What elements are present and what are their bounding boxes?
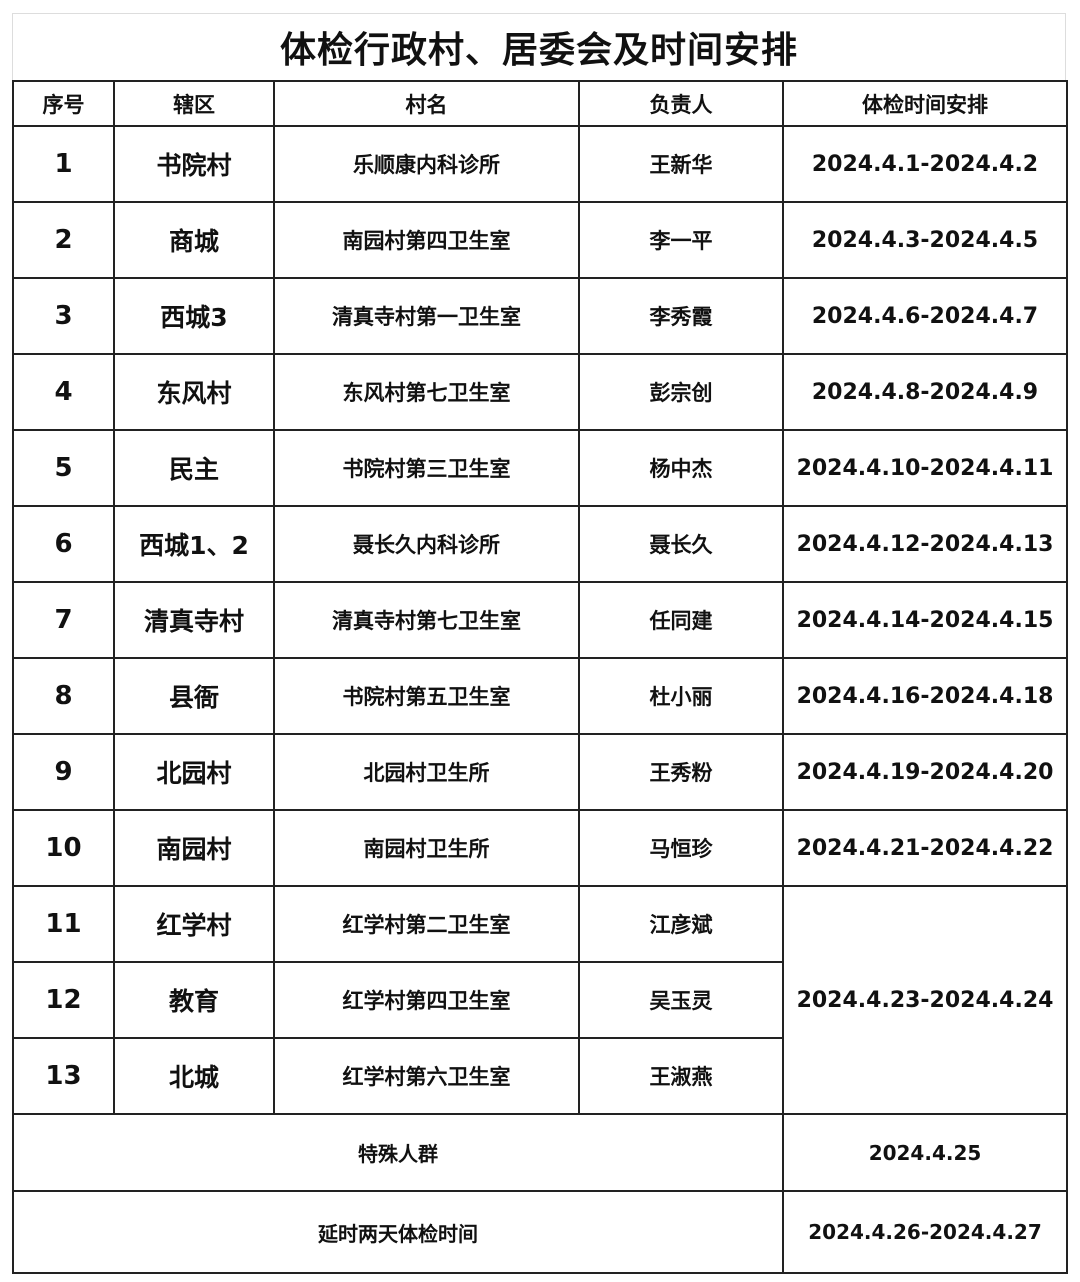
row-area: 西城3 [113,277,275,355]
row-number: 7 [12,581,115,659]
row-area: 北园村 [113,733,275,811]
page-title: 体检行政村、居委会及时间安排 [12,13,1066,80]
row-village: 红学村第四卫生室 [273,961,580,1039]
row-village: 北园村卫生所 [273,733,580,811]
row-number: 12 [12,961,115,1039]
row-area: 南园村 [113,809,275,887]
row-person: 李一平 [578,201,784,279]
row-number: 6 [12,505,115,583]
row-number: 5 [12,429,115,507]
row-date: 2024.4.14-2024.4.15 [782,581,1068,659]
row-area: 书院村 [113,125,275,203]
row-number: 8 [12,657,115,735]
footer-row: 延时两天体检时间 2024.4.26-2024.4.27 [12,1190,1068,1274]
table-row: 2 商城 南园村第四卫生室 李一平 2024.4.3-2024.4.5 [12,201,1068,279]
row-date: 2024.4.8-2024.4.9 [782,353,1068,431]
row-village: 南园村卫生所 [273,809,580,887]
row-number: 13 [12,1037,115,1115]
row-area: 西城1、2 [113,505,275,583]
table-row: 10 南园村 南园村卫生所 马恒珍 2024.4.21-2024.4.22 [12,809,1068,887]
row-date-merged: 2024.4.23-2024.4.24 [782,885,1068,1115]
footer-label: 特殊人群 [12,1113,784,1192]
row-area: 北城 [113,1037,275,1115]
header-row: 序号 辖区 村名 负责人 体检时间安排 [12,80,1068,127]
schedule-sheet: 体检行政村、居委会及时间安排 序号 辖区 村名 负责人 体检时间安排 1 书院村乐… [12,13,1068,1274]
row-date: 2024.4.16-2024.4.18 [782,657,1068,735]
footer-date: 2024.4.25 [782,1113,1068,1192]
row-area: 东风村 [113,353,275,431]
table-row: 8 县衙 书院村第五卫生室 杜小丽 2024.4.16-2024.4.18 [12,657,1068,735]
row-number: 9 [12,733,115,811]
row-village: 清真寺村第一卫生室 [273,277,580,355]
row-number: 11 [12,885,115,963]
row-village: 书院村第三卫生室 [273,429,580,507]
row-area: 民主 [113,429,275,507]
row-person: 江彦斌 [578,885,784,963]
row-person: 聂长久 [578,505,784,583]
row-person: 王淑燕 [578,1037,784,1115]
table-row: 13 北城 红学村第六卫生室 王淑燕 [12,1037,1067,1115]
row-village: 清真寺村第七卫生室 [273,581,580,659]
row-person: 吴玉灵 [578,961,784,1039]
row-area: 县衙 [113,657,275,735]
row-area: 教育 [113,961,275,1039]
row-area: 商城 [113,201,275,279]
row-date: 2024.4.19-2024.4.20 [782,733,1068,811]
row-date: 2024.4.10-2024.4.11 [782,429,1068,507]
row-village: 乐顺康内科诊所 [273,125,580,203]
row-person: 马恒珍 [578,809,784,887]
header-person: 负责人 [578,80,784,127]
row-person: 王秀粉 [578,733,784,811]
row-person: 杨中杰 [578,429,784,507]
row-person: 任同建 [578,581,784,659]
header-area: 辖区 [113,80,275,127]
table-row: 9 北园村 北园村卫生所 王秀粉 2024.4.19-2024.4.20 [12,733,1068,811]
row-village: 南园村第四卫生室 [273,201,580,279]
row-date: 2024.4.3-2024.4.5 [782,201,1068,279]
header-number: 序号 [12,80,115,127]
table-row: 4 东风村 东风村第七卫生室 彭宗创 2024.4.8-2024.4.9 [12,353,1068,431]
row-village: 书院村第五卫生室 [273,657,580,735]
row-person: 彭宗创 [578,353,784,431]
row-number: 2 [12,201,115,279]
row-person: 李秀霞 [578,277,784,355]
row-area: 红学村 [113,885,275,963]
row-number: 10 [12,809,115,887]
header-date: 体检时间安排 [782,80,1068,127]
row-number: 3 [12,277,115,355]
table-row: 5 民主 书院村第三卫生室 杨中杰 2024.4.10-2024.4.11 [12,429,1068,507]
row-area: 清真寺村 [113,581,275,659]
schedule-table: 序号 辖区 村名 负责人 体检时间安排 1 书院村 乐顺康内科诊所 王新华 2024.4… [12,80,1068,1274]
table-row: 3 西城3 清真寺村第一卫生室 李秀霞 2024.4.6-2024.4.7 [12,277,1068,355]
footer-label: 延时两天体检时间 [12,1190,784,1274]
footer-row: 特殊人群 2024.4.25 [12,1113,1068,1192]
row-village: 红学村第六卫生室 [273,1037,580,1115]
row-village: 聂长久内科诊所 [273,505,580,583]
row-village: 东风村第七卫生室 [273,353,580,431]
table-row: 7 清真寺村 清真寺村第七卫生室 任同建 2024.4.14-2024.4.15 [12,581,1068,659]
table-row: 1 书院村 乐顺康内科诊所 王新华 2024.4.1-2024.4.2 [12,125,1068,203]
table-row: 6 西城1、2 聂长久内科诊所 聂长久 2024.4.12-2024.4.13 [12,505,1068,583]
table-row: 11 红学村 红学村第二卫生室 江彦斌 2024.4.23-2024.4.24 [12,885,1068,1115]
row-number: 1 [12,125,115,203]
row-person: 杜小丽 [578,657,784,735]
table-row: 12 教育 红学村第四卫生室 吴玉灵 [12,961,1067,1039]
row-village: 红学村第二卫生室 [273,885,580,963]
row-date: 2024.4.1-2024.4.2 [782,125,1068,203]
row-date: 2024.4.12-2024.4.13 [782,505,1068,583]
footer-date: 2024.4.26-2024.4.27 [782,1190,1068,1274]
row-number: 4 [12,353,115,431]
header-village: 村名 [273,80,580,127]
row-date: 2024.4.21-2024.4.22 [782,809,1068,887]
row-date: 2024.4.6-2024.4.7 [782,277,1068,355]
row-person: 王新华 [578,125,784,203]
